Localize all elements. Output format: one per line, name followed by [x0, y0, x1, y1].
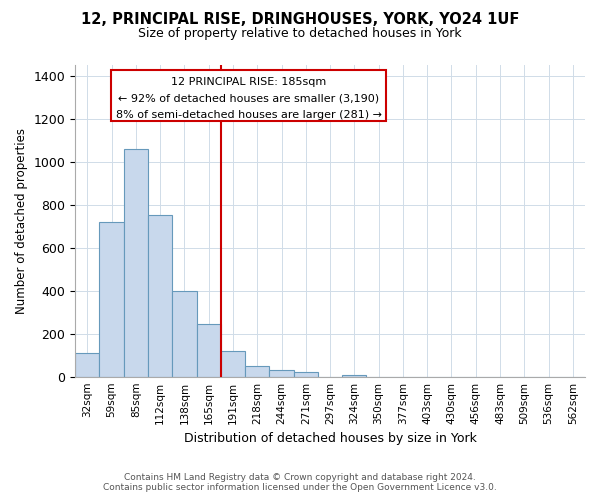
Bar [269, 370, 293, 376]
Bar [124, 149, 148, 376]
Bar [245, 366, 269, 376]
Bar [172, 290, 197, 376]
X-axis label: Distribution of detached houses by size in York: Distribution of detached houses by size … [184, 432, 476, 445]
Bar [342, 374, 367, 376]
Text: Size of property relative to detached houses in York: Size of property relative to detached ho… [138, 28, 462, 40]
Bar [75, 353, 100, 376]
Bar [111, 70, 386, 121]
Bar [293, 372, 318, 376]
Text: ← 92% of detached houses are smaller (3,190): ← 92% of detached houses are smaller (3,… [118, 94, 379, 104]
Bar [197, 324, 221, 376]
Bar [221, 351, 245, 376]
Bar [100, 222, 124, 376]
Text: Contains HM Land Registry data © Crown copyright and database right 2024.
Contai: Contains HM Land Registry data © Crown c… [103, 473, 497, 492]
Text: 12 PRINCIPAL RISE: 185sqm: 12 PRINCIPAL RISE: 185sqm [171, 78, 326, 88]
Text: 12, PRINCIPAL RISE, DRINGHOUSES, YORK, YO24 1UF: 12, PRINCIPAL RISE, DRINGHOUSES, YORK, Y… [81, 12, 519, 28]
Bar [148, 216, 172, 376]
Y-axis label: Number of detached properties: Number of detached properties [15, 128, 28, 314]
Text: 8% of semi-detached houses are larger (281) →: 8% of semi-detached houses are larger (2… [116, 110, 382, 120]
